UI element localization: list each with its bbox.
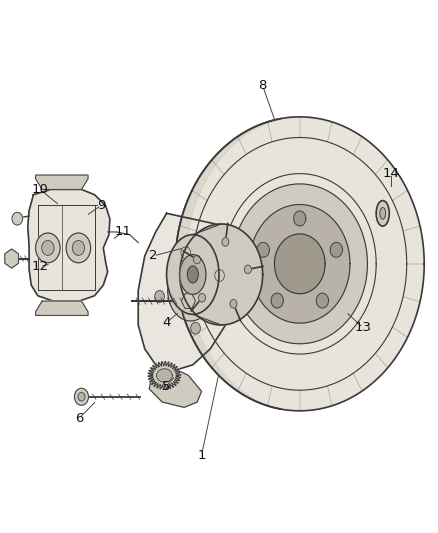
Text: 11: 11 <box>114 225 131 238</box>
Ellipse shape <box>180 255 206 294</box>
Polygon shape <box>293 211 306 226</box>
Polygon shape <box>316 293 328 308</box>
Circle shape <box>78 392 85 401</box>
Circle shape <box>66 233 91 263</box>
Text: 4: 4 <box>162 316 171 329</box>
Circle shape <box>198 294 205 302</box>
Text: 8: 8 <box>258 79 267 92</box>
Text: 13: 13 <box>355 321 371 334</box>
Polygon shape <box>138 213 243 370</box>
Text: 12: 12 <box>32 260 49 273</box>
Polygon shape <box>257 243 269 257</box>
Circle shape <box>191 322 200 334</box>
Polygon shape <box>148 361 181 390</box>
Polygon shape <box>35 301 88 316</box>
Polygon shape <box>28 189 110 301</box>
Text: 9: 9 <box>97 199 105 212</box>
Ellipse shape <box>166 235 219 314</box>
Text: 14: 14 <box>383 167 400 180</box>
Circle shape <box>215 270 224 281</box>
Circle shape <box>155 290 164 302</box>
Circle shape <box>244 265 251 273</box>
Polygon shape <box>35 175 88 189</box>
Circle shape <box>194 255 201 264</box>
Circle shape <box>42 240 54 255</box>
Circle shape <box>181 247 191 259</box>
Circle shape <box>230 300 237 308</box>
Ellipse shape <box>187 266 198 283</box>
Text: 5: 5 <box>162 379 171 393</box>
Circle shape <box>12 212 22 225</box>
Ellipse shape <box>376 200 389 226</box>
Polygon shape <box>232 184 367 344</box>
Polygon shape <box>149 365 201 407</box>
Polygon shape <box>175 117 424 411</box>
Text: 10: 10 <box>32 183 49 196</box>
Circle shape <box>222 238 229 246</box>
Text: 6: 6 <box>75 411 84 424</box>
Polygon shape <box>275 234 325 294</box>
Ellipse shape <box>168 260 214 321</box>
Circle shape <box>72 240 85 255</box>
Polygon shape <box>180 224 263 325</box>
Circle shape <box>74 388 88 405</box>
Ellipse shape <box>380 207 385 219</box>
Polygon shape <box>330 243 343 257</box>
Text: 2: 2 <box>149 249 158 262</box>
Polygon shape <box>271 293 283 308</box>
Text: 1: 1 <box>197 449 206 462</box>
Circle shape <box>35 233 60 263</box>
Polygon shape <box>250 205 350 323</box>
Polygon shape <box>156 369 172 382</box>
